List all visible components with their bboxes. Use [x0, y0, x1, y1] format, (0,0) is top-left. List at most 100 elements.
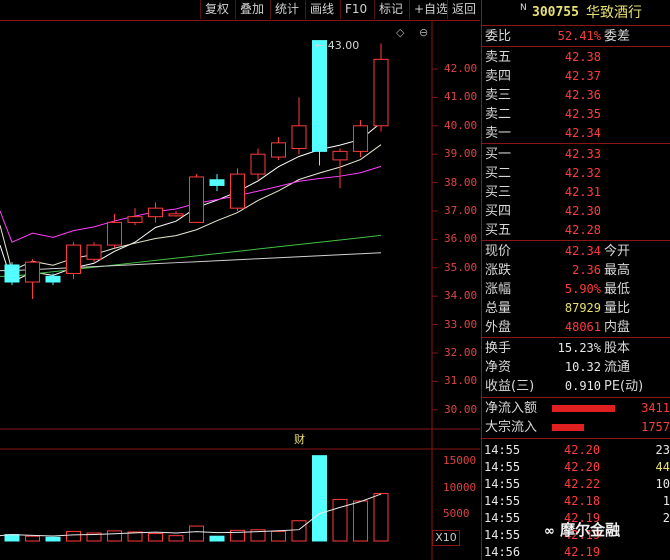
bid-level-row-label: 买四: [485, 204, 512, 219]
ma120-line: [0, 252, 382, 272]
candle-body: [127, 216, 143, 223]
tick-price: 42.18: [564, 494, 601, 508]
ask-level-row-label: 卖四: [485, 69, 512, 84]
candle-body: [25, 261, 40, 283]
ask-level-row: 卖三 42.36: [482, 86, 670, 105]
bid-level-row: 买三 42.31: [482, 183, 670, 202]
tick-trade-row: 14:55 42.19 2: [484, 510, 670, 526]
volume-bar: [25, 535, 40, 542]
fundamental-row-label2: 股本: [604, 341, 631, 356]
quote-row-value: 87929: [564, 301, 601, 315]
order-diff-label: 委差: [604, 29, 631, 44]
fundamental-row-label: 换手: [485, 341, 512, 356]
candle-body: [353, 125, 368, 152]
stock-code: 300755: [532, 5, 579, 20]
quote-row-label2: 量比: [604, 301, 631, 316]
quote-row: 现价 42.34 今开: [482, 242, 670, 261]
price-axis-tick: 37.00: [444, 204, 478, 217]
tick-trade-row: 14:55 42.18 1: [484, 493, 670, 509]
quote-row: 总量 87929 量比: [482, 299, 670, 318]
volume-bar: [332, 498, 348, 542]
bid-level-row-label: 买一: [485, 147, 512, 162]
capital-flow-row: 大宗流入 1757: [482, 418, 670, 437]
restore-rights-button[interactable]: 复权: [200, 0, 233, 19]
volume-bar: [107, 530, 122, 542]
bid-level-row-value: 42.32: [564, 166, 601, 180]
watermark-logo: ∞ 摩尔金融: [544, 521, 621, 539]
settings-diamond-icon[interactable]: ◇: [396, 26, 405, 39]
add-watchlist-button[interactable]: +自选: [409, 0, 452, 19]
stock-name: 华致酒行: [586, 5, 642, 21]
bid-level-row-value: 42.31: [564, 185, 601, 199]
candle-body: [86, 244, 102, 260]
candle-body: [250, 153, 266, 175]
volume-bar: [45, 536, 61, 542]
volume-bar: [189, 525, 204, 542]
tick-time: 14:55: [484, 460, 521, 474]
tick-price: 42.19: [564, 528, 601, 542]
tick-time: 14:55: [484, 443, 521, 457]
zoom-out-icon[interactable]: ⊖: [419, 26, 429, 39]
f10-button[interactable]: F10: [340, 0, 371, 19]
volume-bar: [230, 529, 245, 542]
volume-bar: [127, 531, 143, 542]
price-axis-tick: 42.00: [444, 62, 478, 75]
volume-bar: [312, 455, 327, 542]
quote-row-label2: 内盘: [604, 320, 631, 335]
tick-time: 14:55: [484, 511, 521, 525]
bid-level-row-label: 买五: [485, 223, 512, 238]
overlay-button[interactable]: 叠加: [235, 0, 268, 19]
price-axis-tick: 33.00: [444, 317, 478, 331]
volume-ma-line: [0, 493, 382, 537]
ask-level-row-value: 42.37: [564, 69, 601, 83]
tick-volume: 44: [655, 460, 670, 474]
price-axis-tick: 41.00: [444, 90, 478, 104]
kline-chart[interactable]: 42.00 41.00 40.00 39.00 38.00 37.00 36.00 35.00…: [0, 21, 480, 560]
price-axis-tick: 38.00: [444, 175, 478, 189]
volume-bar: [291, 520, 307, 542]
volume-bar: [353, 500, 368, 542]
price-axis-tick: 34.00: [444, 289, 478, 303]
ask-level-row-value: 42.36: [564, 88, 601, 102]
tick-volume: 10: [655, 477, 670, 491]
tick-price: 42.22: [564, 477, 601, 491]
back-button[interactable]: 返回: [447, 0, 480, 19]
mark-button[interactable]: 标记: [374, 0, 407, 19]
bid-level-row: 买一 42.33: [482, 145, 670, 164]
financial-report-marker: 财: [294, 433, 305, 446]
quote-row-label2: 今开: [604, 244, 631, 259]
price-axis-tick: 35.00: [444, 260, 478, 274]
tick-price: 42.19: [564, 511, 601, 525]
ask-level-row: 卖五 42.38: [482, 48, 670, 67]
high-price-marker: ← 43.00: [315, 39, 360, 52]
candle-body: [332, 150, 348, 161]
candle-body: [107, 221, 122, 246]
price-axis-tick: 31.00: [444, 374, 478, 388]
candle-body: [45, 275, 61, 283]
quote-row-value: 48061: [564, 320, 601, 334]
bid-level-row: 买五 42.28: [482, 221, 670, 240]
ask-level-row: 卖四 42.37: [482, 67, 670, 86]
fundamental-row: 净资 10.32 流通: [482, 358, 670, 377]
tick-trade-row: 14:55 42.22 10: [484, 476, 670, 492]
order-ratio-row: 委比 52.41% 委差: [482, 27, 670, 46]
price-axis-tick: 39.00: [444, 147, 478, 161]
ask-level-row: 卖二 42.35: [482, 105, 670, 124]
ask-level-row-value: 42.34: [564, 126, 601, 140]
fundamental-row-label: 收益(三): [485, 379, 535, 394]
fundamental-row-value: 10.32: [564, 360, 601, 374]
ask-level-row-label: 卖五: [485, 50, 512, 65]
ma20-line: [0, 165, 382, 243]
tick-time: 14:55: [484, 494, 521, 508]
fundamental-row-label2: 流通: [604, 360, 631, 375]
volume-bar: [250, 529, 266, 542]
volume-bar: [168, 535, 184, 542]
quote-row-label: 涨跌: [485, 263, 512, 278]
ma10-line: [0, 144, 382, 272]
ask-level-row-label: 卖一: [485, 126, 512, 141]
candle-body: [271, 142, 286, 158]
quote-row-label: 现价: [485, 244, 512, 259]
tick-time: 14:55: [484, 477, 521, 491]
statistics-button[interactable]: 统计: [270, 0, 303, 19]
draw-line-button[interactable]: 画线: [305, 0, 338, 19]
